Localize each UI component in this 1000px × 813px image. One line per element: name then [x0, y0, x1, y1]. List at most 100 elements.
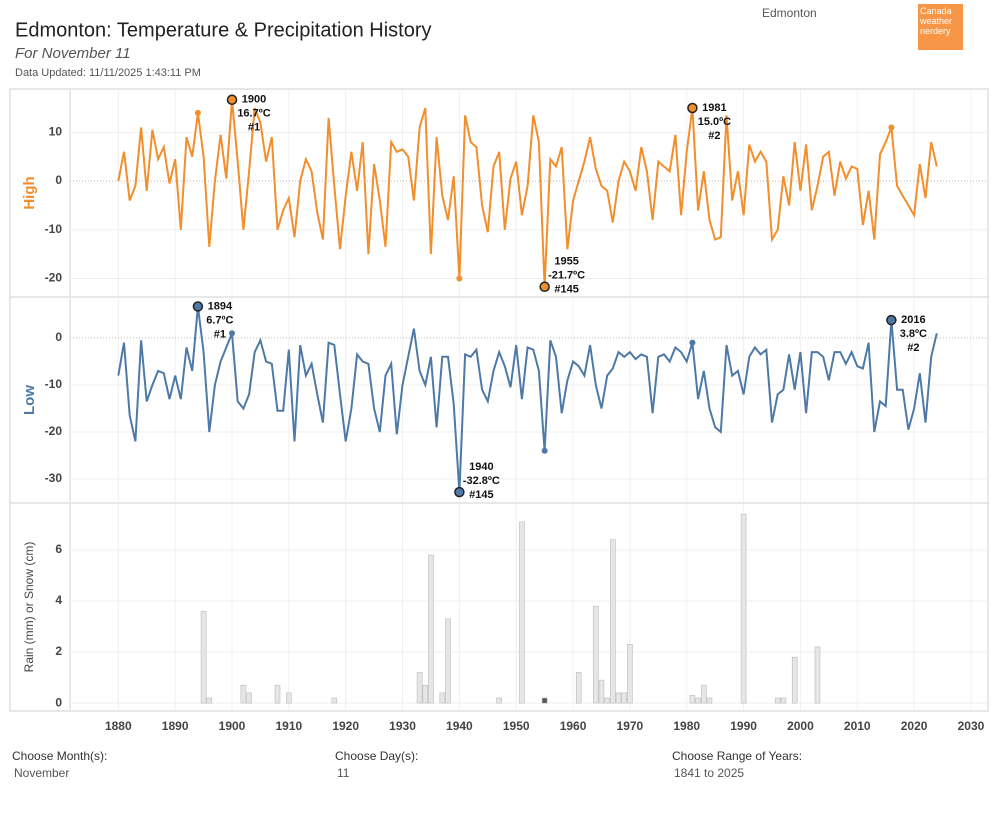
precip-bar	[610, 539, 616, 704]
panel-frame	[9, 296, 989, 504]
x-tick-label: 2020	[901, 719, 928, 733]
precip-bar	[519, 521, 525, 704]
x-tick-label: 1920	[332, 719, 359, 733]
record-label: 1981	[702, 102, 726, 114]
marker-dot	[541, 447, 548, 454]
record-label: 1940	[469, 461, 493, 473]
x-tick-label: 1890	[162, 719, 189, 733]
logo: Canada weather nerdery	[918, 4, 963, 50]
y-tick-label: 10	[49, 125, 63, 139]
precip-bar	[274, 684, 281, 704]
x-tick-label: 1900	[219, 719, 246, 733]
x-tick-label: 2000	[787, 719, 814, 733]
x-tick-label: 1970	[617, 719, 644, 733]
precip-bar	[439, 692, 446, 704]
precip-bar	[416, 672, 423, 704]
record-point	[539, 281, 550, 292]
marker-dot	[194, 109, 201, 116]
filter-value[interactable]: 1841 to 2025	[674, 766, 744, 780]
record-point	[687, 102, 698, 114]
x-tick-label: 1940	[446, 719, 473, 733]
y-axis-title: Rain (mm) or Snow (cm)	[22, 542, 36, 673]
precip-bar	[627, 644, 633, 704]
precip-bar	[615, 692, 622, 704]
record-label: #1	[248, 122, 260, 134]
record-point	[192, 301, 204, 312]
precip-bar	[791, 656, 798, 704]
precip-bar	[592, 605, 599, 704]
precip-bar	[706, 697, 713, 704]
record-label: #1	[214, 328, 226, 340]
x-tick-label: 1910	[275, 719, 302, 733]
location: Edmonton	[762, 6, 817, 20]
precip-bar	[541, 697, 548, 704]
y-tick-label: -20	[45, 424, 63, 438]
filter-value[interactable]: November	[14, 766, 69, 780]
x-tick-label: 2030	[958, 719, 985, 733]
y-tick-label: 0	[55, 695, 62, 709]
line	[117, 99, 938, 287]
y-tick-label: -10	[45, 377, 63, 391]
precip-bar	[604, 697, 610, 704]
marker-dot	[229, 330, 235, 337]
record-label: 1955	[554, 256, 578, 268]
precip-bar	[428, 554, 434, 704]
y-tick-label: 4	[55, 593, 62, 607]
record-label: 1894	[208, 300, 233, 312]
record-label: 3.8ºC	[900, 328, 927, 340]
precip-bar	[286, 692, 292, 704]
precip-bar	[700, 684, 707, 704]
precip-bar	[206, 697, 213, 704]
record-label: 1900	[242, 94, 266, 106]
panel-frame	[9, 502, 989, 712]
precip-bar	[422, 684, 429, 704]
record-label: 15.0ºC	[698, 116, 731, 128]
marker-dot	[456, 275, 463, 282]
record-label: 2016	[901, 314, 925, 326]
precip-bar	[575, 672, 582, 704]
record-point	[454, 486, 465, 498]
y-tick-label: 2	[55, 644, 62, 658]
x-tick-label: 1880	[105, 719, 132, 733]
record-point	[226, 94, 238, 105]
precip-bar	[598, 679, 605, 704]
y-tick-label: 6	[55, 542, 62, 556]
precip-bar	[200, 610, 207, 704]
precip-bar	[621, 692, 628, 704]
x-tick-label: 1950	[503, 719, 530, 733]
x-tick-label: 1990	[730, 719, 757, 733]
precip-bar	[240, 684, 247, 704]
filter-label: Choose Day(s):	[335, 749, 418, 763]
filter-label: Choose Month(s):	[12, 749, 107, 763]
precip-bar	[774, 697, 781, 704]
updated: Data Updated: 11/11/2025 1:43:11 PM	[15, 67, 201, 79]
x-tick-label: 1980	[673, 719, 700, 733]
precip-bar	[740, 513, 747, 704]
record-label: #145	[469, 489, 493, 501]
filter-value[interactable]: 11	[337, 766, 350, 780]
title: Edmonton: Temperature & Precipitation Hi…	[15, 19, 432, 41]
panel-frame	[9, 88, 989, 298]
y-tick-label: 0	[55, 330, 62, 344]
precip-bar	[814, 646, 821, 704]
record-label: -21.7ºC	[548, 270, 585, 282]
record-label: #145	[554, 284, 578, 296]
precip-bar	[496, 697, 502, 704]
record-label: #2	[708, 130, 720, 142]
record-label: #2	[907, 342, 919, 354]
line	[117, 306, 938, 493]
subtitle: For November 11	[15, 45, 131, 62]
x-tick-label: 2010	[844, 719, 871, 733]
y-tick-label: -30	[45, 471, 63, 485]
precip-bar	[780, 697, 787, 704]
x-tick-label: 1930	[389, 719, 416, 733]
marker-dot	[689, 339, 696, 346]
precip-bar	[246, 692, 252, 704]
record-point	[886, 314, 897, 326]
precip-bar	[689, 695, 696, 704]
precip-bar	[695, 697, 701, 704]
precip-bar	[331, 697, 338, 704]
y-axis-title: Low	[21, 385, 38, 415]
record-label: 16.7ºC	[237, 108, 270, 120]
